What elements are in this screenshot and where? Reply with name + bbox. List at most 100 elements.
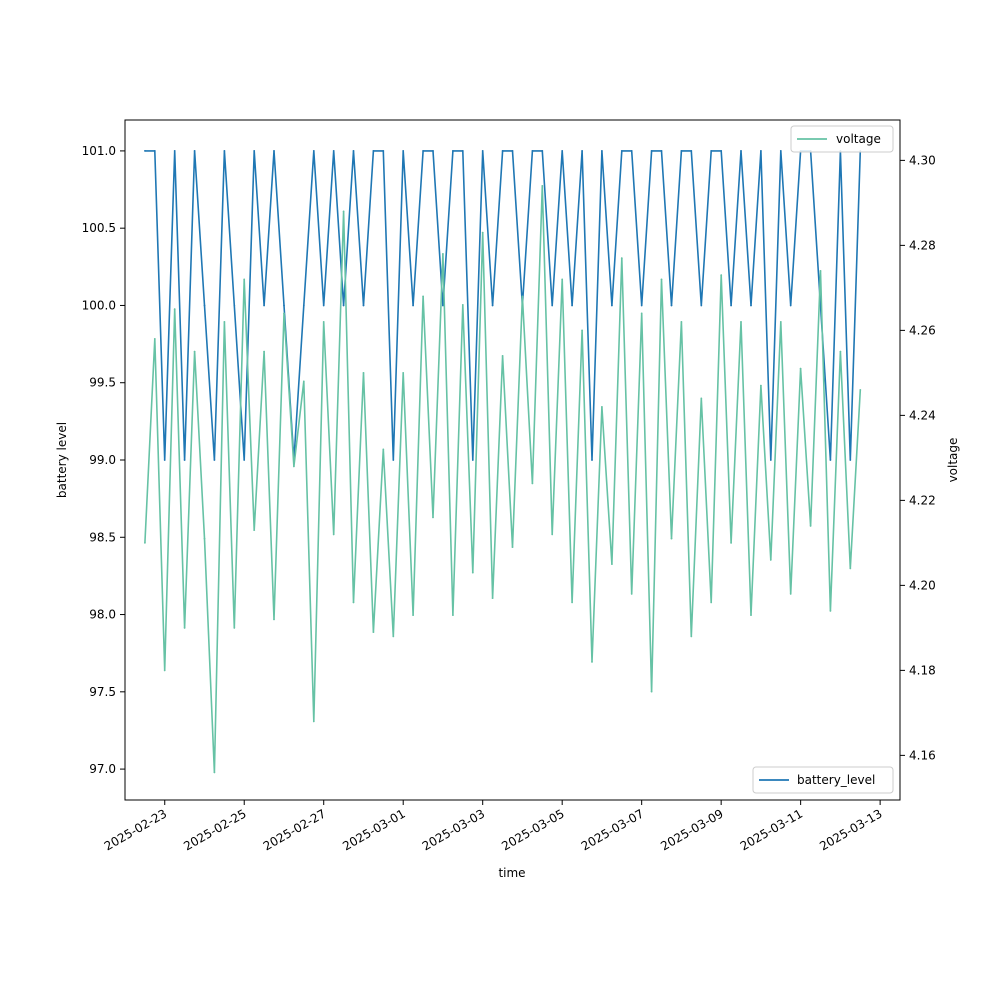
battery-level-data-point: [671, 305, 673, 307]
left-y-axis-label: battery level: [55, 422, 69, 498]
voltage-data-point: [442, 253, 444, 255]
battery-level-data-point: [631, 150, 633, 152]
battery-level-data-point: [849, 459, 851, 461]
battery-level-data-point: [194, 150, 196, 152]
voltage-data-point: [750, 614, 752, 616]
voltage-data-point: [233, 627, 235, 629]
voltage-data-point: [313, 721, 315, 723]
battery-level-series-layer: [144, 150, 861, 461]
battery-level-data-point: [233, 305, 235, 307]
voltage-data-point: [392, 636, 394, 638]
left-y-tick-label: 99.5: [89, 376, 116, 390]
voltage-data-point: [581, 330, 583, 332]
voltage-data-point: [681, 321, 683, 323]
voltage-data-point: [323, 321, 325, 323]
voltage-data-point: [651, 691, 653, 693]
voltage-data-point: [452, 614, 454, 616]
battery-level-data-point: [581, 150, 583, 152]
battery-level-data-point: [790, 305, 792, 307]
battery-level-data-point: [412, 305, 414, 307]
right-y-tick-label: 4.16: [909, 748, 936, 762]
voltage-data-point: [522, 296, 524, 298]
x-tick-label: 2025-03-05: [499, 806, 566, 853]
voltage-data-point: [154, 338, 156, 340]
voltage-data-point: [611, 563, 613, 565]
voltage-data-point: [720, 274, 722, 276]
voltage-data-point: [760, 385, 762, 387]
voltage-data-point: [561, 279, 563, 281]
battery-level-data-point: [482, 150, 484, 152]
voltage-data-point: [790, 593, 792, 595]
voltage-data-point: [671, 538, 673, 540]
left-y-tick-label: 98.5: [89, 530, 116, 544]
battery-level-data-point: [452, 150, 454, 152]
battery-level-data-point: [283, 305, 285, 307]
battery-level-data-point: [561, 150, 563, 152]
voltage-data-point: [700, 398, 702, 400]
x-tick-label: 2025-03-11: [738, 806, 805, 853]
left-y-tick-label: 99.0: [89, 453, 116, 467]
battery-level-data-point: [532, 150, 534, 152]
voltage-data-point: [353, 602, 355, 604]
legend-voltage-label: voltage: [836, 132, 881, 146]
battery-level-data-point: [700, 305, 702, 307]
battery-level-data-point: [611, 305, 613, 307]
voltage-data-point: [740, 321, 742, 323]
battery-level-data-point: [502, 150, 504, 152]
legend-battery-level: battery_level: [753, 767, 893, 793]
x-tick-label: 2025-03-13: [817, 806, 884, 853]
voltage-data-point: [541, 185, 543, 187]
battery-level-data-point: [740, 150, 742, 152]
voltage-data-point: [690, 636, 692, 638]
voltage-data-point: [492, 597, 494, 599]
battery-level-data-point: [621, 150, 623, 152]
battery-level-data-point: [263, 305, 265, 307]
battery-level-data-point: [681, 150, 683, 152]
voltage-data-point: [621, 257, 623, 259]
voltage-data-point: [661, 279, 663, 281]
voltage-data-point: [164, 670, 166, 672]
battery-level-data-point: [770, 459, 772, 461]
battery-level-data-point: [343, 305, 345, 307]
battery-level-data-point: [492, 305, 494, 307]
left-y-tick-label: 101.0: [82, 144, 116, 158]
voltage-data-point: [601, 406, 603, 408]
battery-level-data-point: [641, 305, 643, 307]
voltage-data-point: [243, 279, 245, 281]
voltage-data-point: [800, 368, 802, 370]
voltage-data-point: [482, 232, 484, 234]
x-tick-label: 2025-03-03: [420, 806, 487, 853]
x-tick-label: 2025-02-25: [181, 806, 248, 853]
battery-level-data-point: [402, 150, 404, 152]
battery-level-data-point: [541, 150, 543, 152]
battery-level-data-point: [730, 305, 732, 307]
battery-level-data-point: [214, 459, 216, 461]
right-y-tick-label: 4.20: [909, 578, 936, 592]
x-axis-label: time: [498, 866, 525, 880]
voltage-data-point: [343, 211, 345, 213]
left-y-tick-label: 100.5: [82, 221, 116, 235]
voltage-data-point: [303, 381, 305, 383]
battery-level-data-point: [353, 150, 355, 152]
voltage-data-point: [363, 372, 365, 374]
voltage-data-point: [214, 772, 216, 774]
battery-level-data-point: [720, 150, 722, 152]
battery-level-data-point: [601, 150, 603, 152]
voltage-data-point: [770, 559, 772, 561]
right-y-tick-label: 4.18: [909, 663, 936, 677]
left-y-tick-label: 100.0: [82, 298, 116, 312]
battery-level-data-point: [432, 150, 434, 152]
battery-level-data-point: [373, 150, 375, 152]
battery-level-data-point: [243, 459, 245, 461]
left-y-tick-label: 97.5: [89, 685, 116, 699]
battery-level-data-point: [472, 459, 474, 461]
battery-level-data-point: [363, 305, 365, 307]
battery-level-data-point: [392, 459, 394, 461]
battery-level-data-point: [830, 459, 832, 461]
voltage-data-point: [512, 546, 514, 548]
voltage-data-point: [432, 517, 434, 519]
voltage-data-point: [820, 270, 822, 272]
x-axis-ticks: 2025-02-23 2025-02-25 2025-02-27 2025-03-01…: [102, 800, 885, 853]
voltage-data-point: [253, 529, 255, 531]
